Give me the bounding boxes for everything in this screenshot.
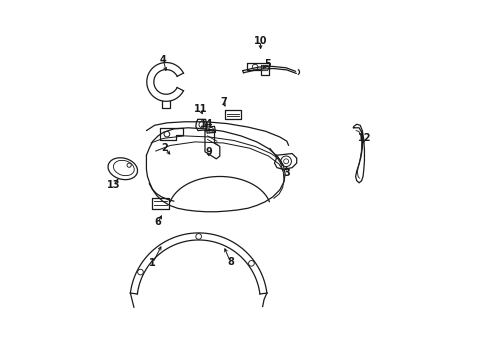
Text: 10: 10 xyxy=(253,36,266,46)
Text: 13: 13 xyxy=(106,180,120,190)
Text: 1: 1 xyxy=(149,258,156,268)
Text: 9: 9 xyxy=(205,147,212,157)
Text: 4: 4 xyxy=(160,55,166,65)
Text: 11: 11 xyxy=(193,104,207,114)
Text: 2: 2 xyxy=(162,143,168,153)
Text: 8: 8 xyxy=(226,257,233,267)
Text: 6: 6 xyxy=(154,217,161,227)
Text: 3: 3 xyxy=(283,168,289,178)
Text: 14: 14 xyxy=(199,119,213,129)
Text: 5: 5 xyxy=(264,59,270,68)
Text: 12: 12 xyxy=(357,133,370,143)
Text: 7: 7 xyxy=(220,98,226,107)
